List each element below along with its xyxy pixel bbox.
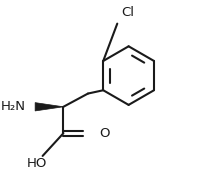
Text: HO: HO: [27, 157, 47, 170]
Text: H₂N: H₂N: [1, 100, 26, 113]
Text: O: O: [99, 127, 110, 140]
Text: Cl: Cl: [121, 6, 134, 19]
Polygon shape: [35, 103, 63, 111]
